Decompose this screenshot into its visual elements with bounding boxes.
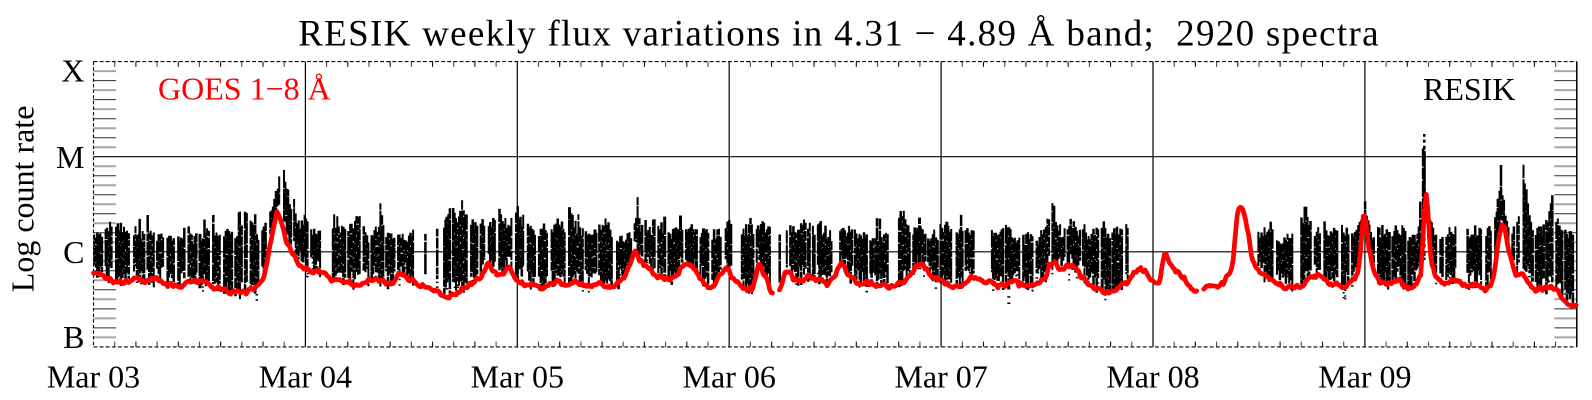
svg-text:Mar 08: Mar 08	[1106, 358, 1199, 394]
svg-text:Mar 06: Mar 06	[683, 358, 776, 394]
svg-text:B: B	[63, 319, 84, 355]
svg-text:Mar 04: Mar 04	[259, 358, 352, 394]
svg-text:Mar 07: Mar 07	[894, 358, 987, 394]
svg-text:RESIK: RESIK	[1423, 71, 1515, 107]
svg-text:Mar 03: Mar 03	[47, 358, 140, 394]
svg-text:C: C	[63, 234, 84, 270]
svg-text:X: X	[61, 52, 84, 88]
svg-text:M: M	[56, 139, 84, 175]
svg-text:Mar 05: Mar 05	[471, 358, 564, 394]
svg-text:GOES 1−8 Å: GOES 1−8 Å	[158, 71, 331, 107]
svg-text:Log count rate: Log count rate	[5, 106, 41, 293]
svg-text:RESIK weekly flux variations i: RESIK weekly flux variations in 4.31 − 4…	[298, 13, 1380, 54]
svg-text:Mar 09: Mar 09	[1318, 358, 1411, 394]
